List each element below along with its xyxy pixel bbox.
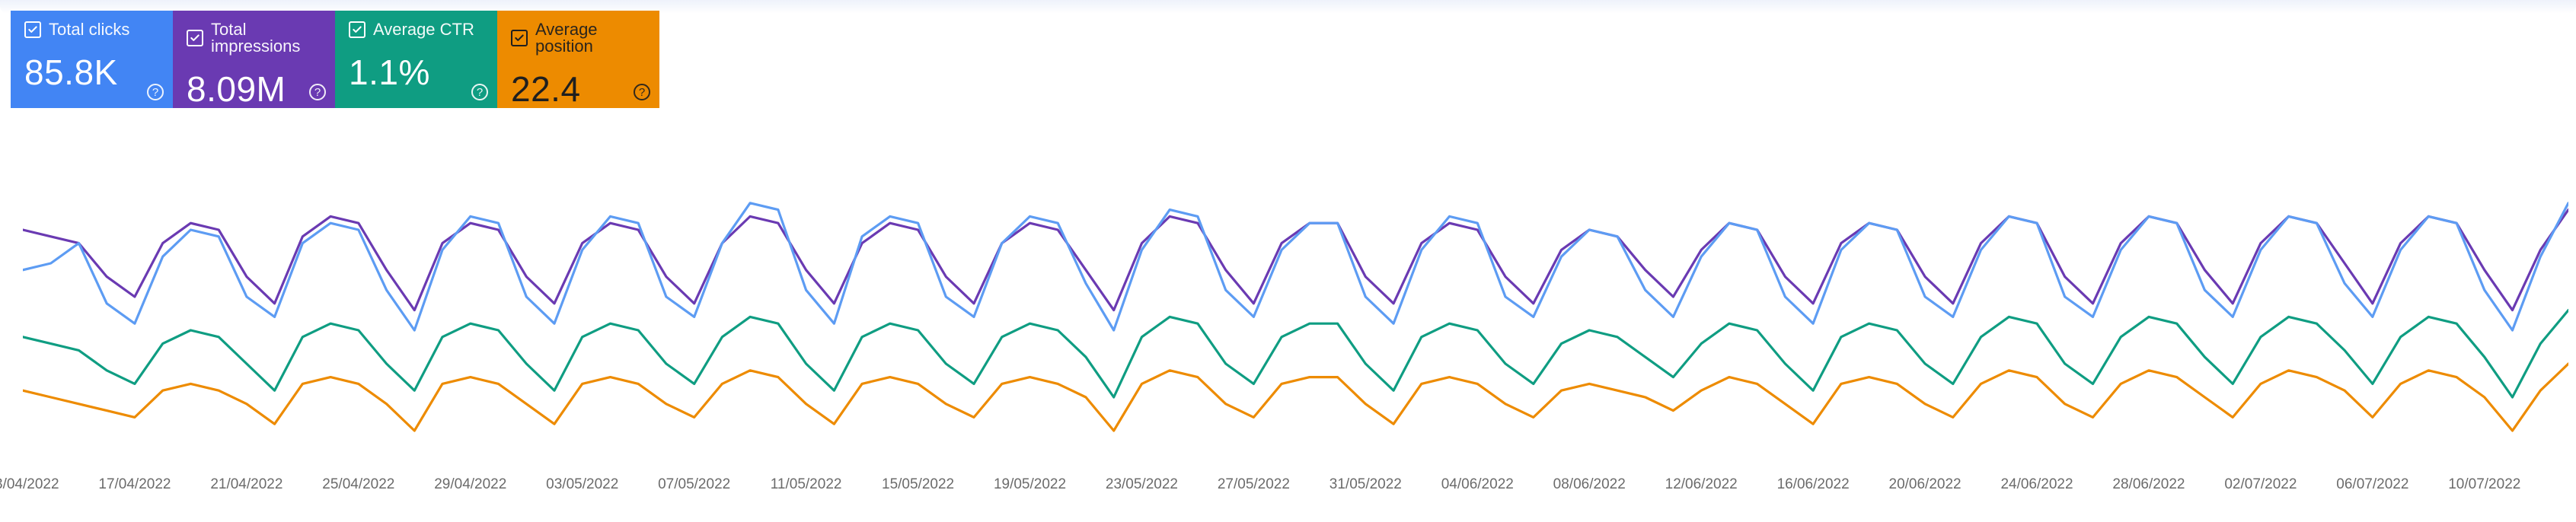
performance-overview: Total clicks 85.8K? Total impressions 8.09M… xyxy=(0,0,2576,522)
metric-card-clicks[interactable]: Total clicks 85.8K? xyxy=(11,11,173,108)
card-top-row: Total clicks xyxy=(24,21,159,38)
x-tick: 21/04/2022 xyxy=(210,476,282,493)
card-value: 85.8K xyxy=(24,52,159,93)
checkbox-icon[interactable] xyxy=(187,30,203,46)
card-label: Total clicks xyxy=(49,21,129,38)
checkbox-icon[interactable] xyxy=(349,21,365,38)
series-impressions xyxy=(23,210,2568,310)
x-tick: 17/04/2022 xyxy=(98,476,171,493)
x-tick: 08/06/2022 xyxy=(1553,476,1626,493)
card-label: Average position xyxy=(535,21,646,55)
x-tick: 24/06/2022 xyxy=(2000,476,2073,493)
help-icon[interactable]: ? xyxy=(634,84,650,100)
x-tick: 25/04/2022 xyxy=(322,476,394,493)
card-top-row: Average CTR xyxy=(349,21,484,38)
chart-area: 13/04/202217/04/202221/04/202225/04/2022… xyxy=(23,129,2568,499)
x-tick: 02/07/2022 xyxy=(2224,476,2297,493)
card-value: 1.1% xyxy=(349,52,484,93)
x-tick: 15/05/2022 xyxy=(882,476,954,493)
x-tick: 16/06/2022 xyxy=(1777,476,1850,493)
x-tick: 06/07/2022 xyxy=(2336,476,2408,493)
card-value: 22.4 xyxy=(511,68,646,110)
x-axis: 13/04/202217/04/202221/04/202225/04/2022… xyxy=(23,476,2568,499)
metric-cards-row: Total clicks 85.8K? Total impressions 8.09M… xyxy=(11,11,659,108)
x-tick: 03/05/2022 xyxy=(546,476,618,493)
x-tick: 29/04/2022 xyxy=(434,476,506,493)
x-tick: 27/05/2022 xyxy=(1218,476,1290,493)
x-tick: 13/04/2022 xyxy=(0,476,59,493)
metric-card-impressions[interactable]: Total impressions 8.09M? xyxy=(173,11,335,108)
line-chart xyxy=(23,129,2568,464)
help-icon[interactable]: ? xyxy=(309,84,326,100)
card-label: Total impressions xyxy=(211,21,321,55)
x-tick: 07/05/2022 xyxy=(658,476,730,493)
checkbox-icon[interactable] xyxy=(24,21,41,38)
x-tick: 20/06/2022 xyxy=(1889,476,1962,493)
x-tick: 19/05/2022 xyxy=(994,476,1066,493)
series-position xyxy=(23,364,2568,431)
x-tick: 11/05/2022 xyxy=(771,476,842,493)
card-label: Average CTR xyxy=(373,21,474,38)
x-tick: 10/07/2022 xyxy=(2448,476,2520,493)
checkbox-icon[interactable] xyxy=(511,30,528,46)
card-top-row: Average position xyxy=(511,21,646,55)
card-value: 8.09M xyxy=(187,68,321,110)
x-tick: 31/05/2022 xyxy=(1329,476,1402,493)
x-tick: 12/06/2022 xyxy=(1665,476,1738,493)
x-tick: 23/05/2022 xyxy=(1106,476,1178,493)
x-tick: 28/06/2022 xyxy=(2112,476,2185,493)
metric-card-position[interactable]: Average position 22.4? xyxy=(497,11,659,108)
x-tick: 04/06/2022 xyxy=(1441,476,1514,493)
card-top-row: Total impressions xyxy=(187,21,321,55)
help-icon[interactable]: ? xyxy=(471,84,488,100)
help-icon[interactable]: ? xyxy=(147,84,164,100)
metric-card-ctr[interactable]: Average CTR 1.1%? xyxy=(335,11,497,108)
series-clicks xyxy=(23,203,2568,330)
